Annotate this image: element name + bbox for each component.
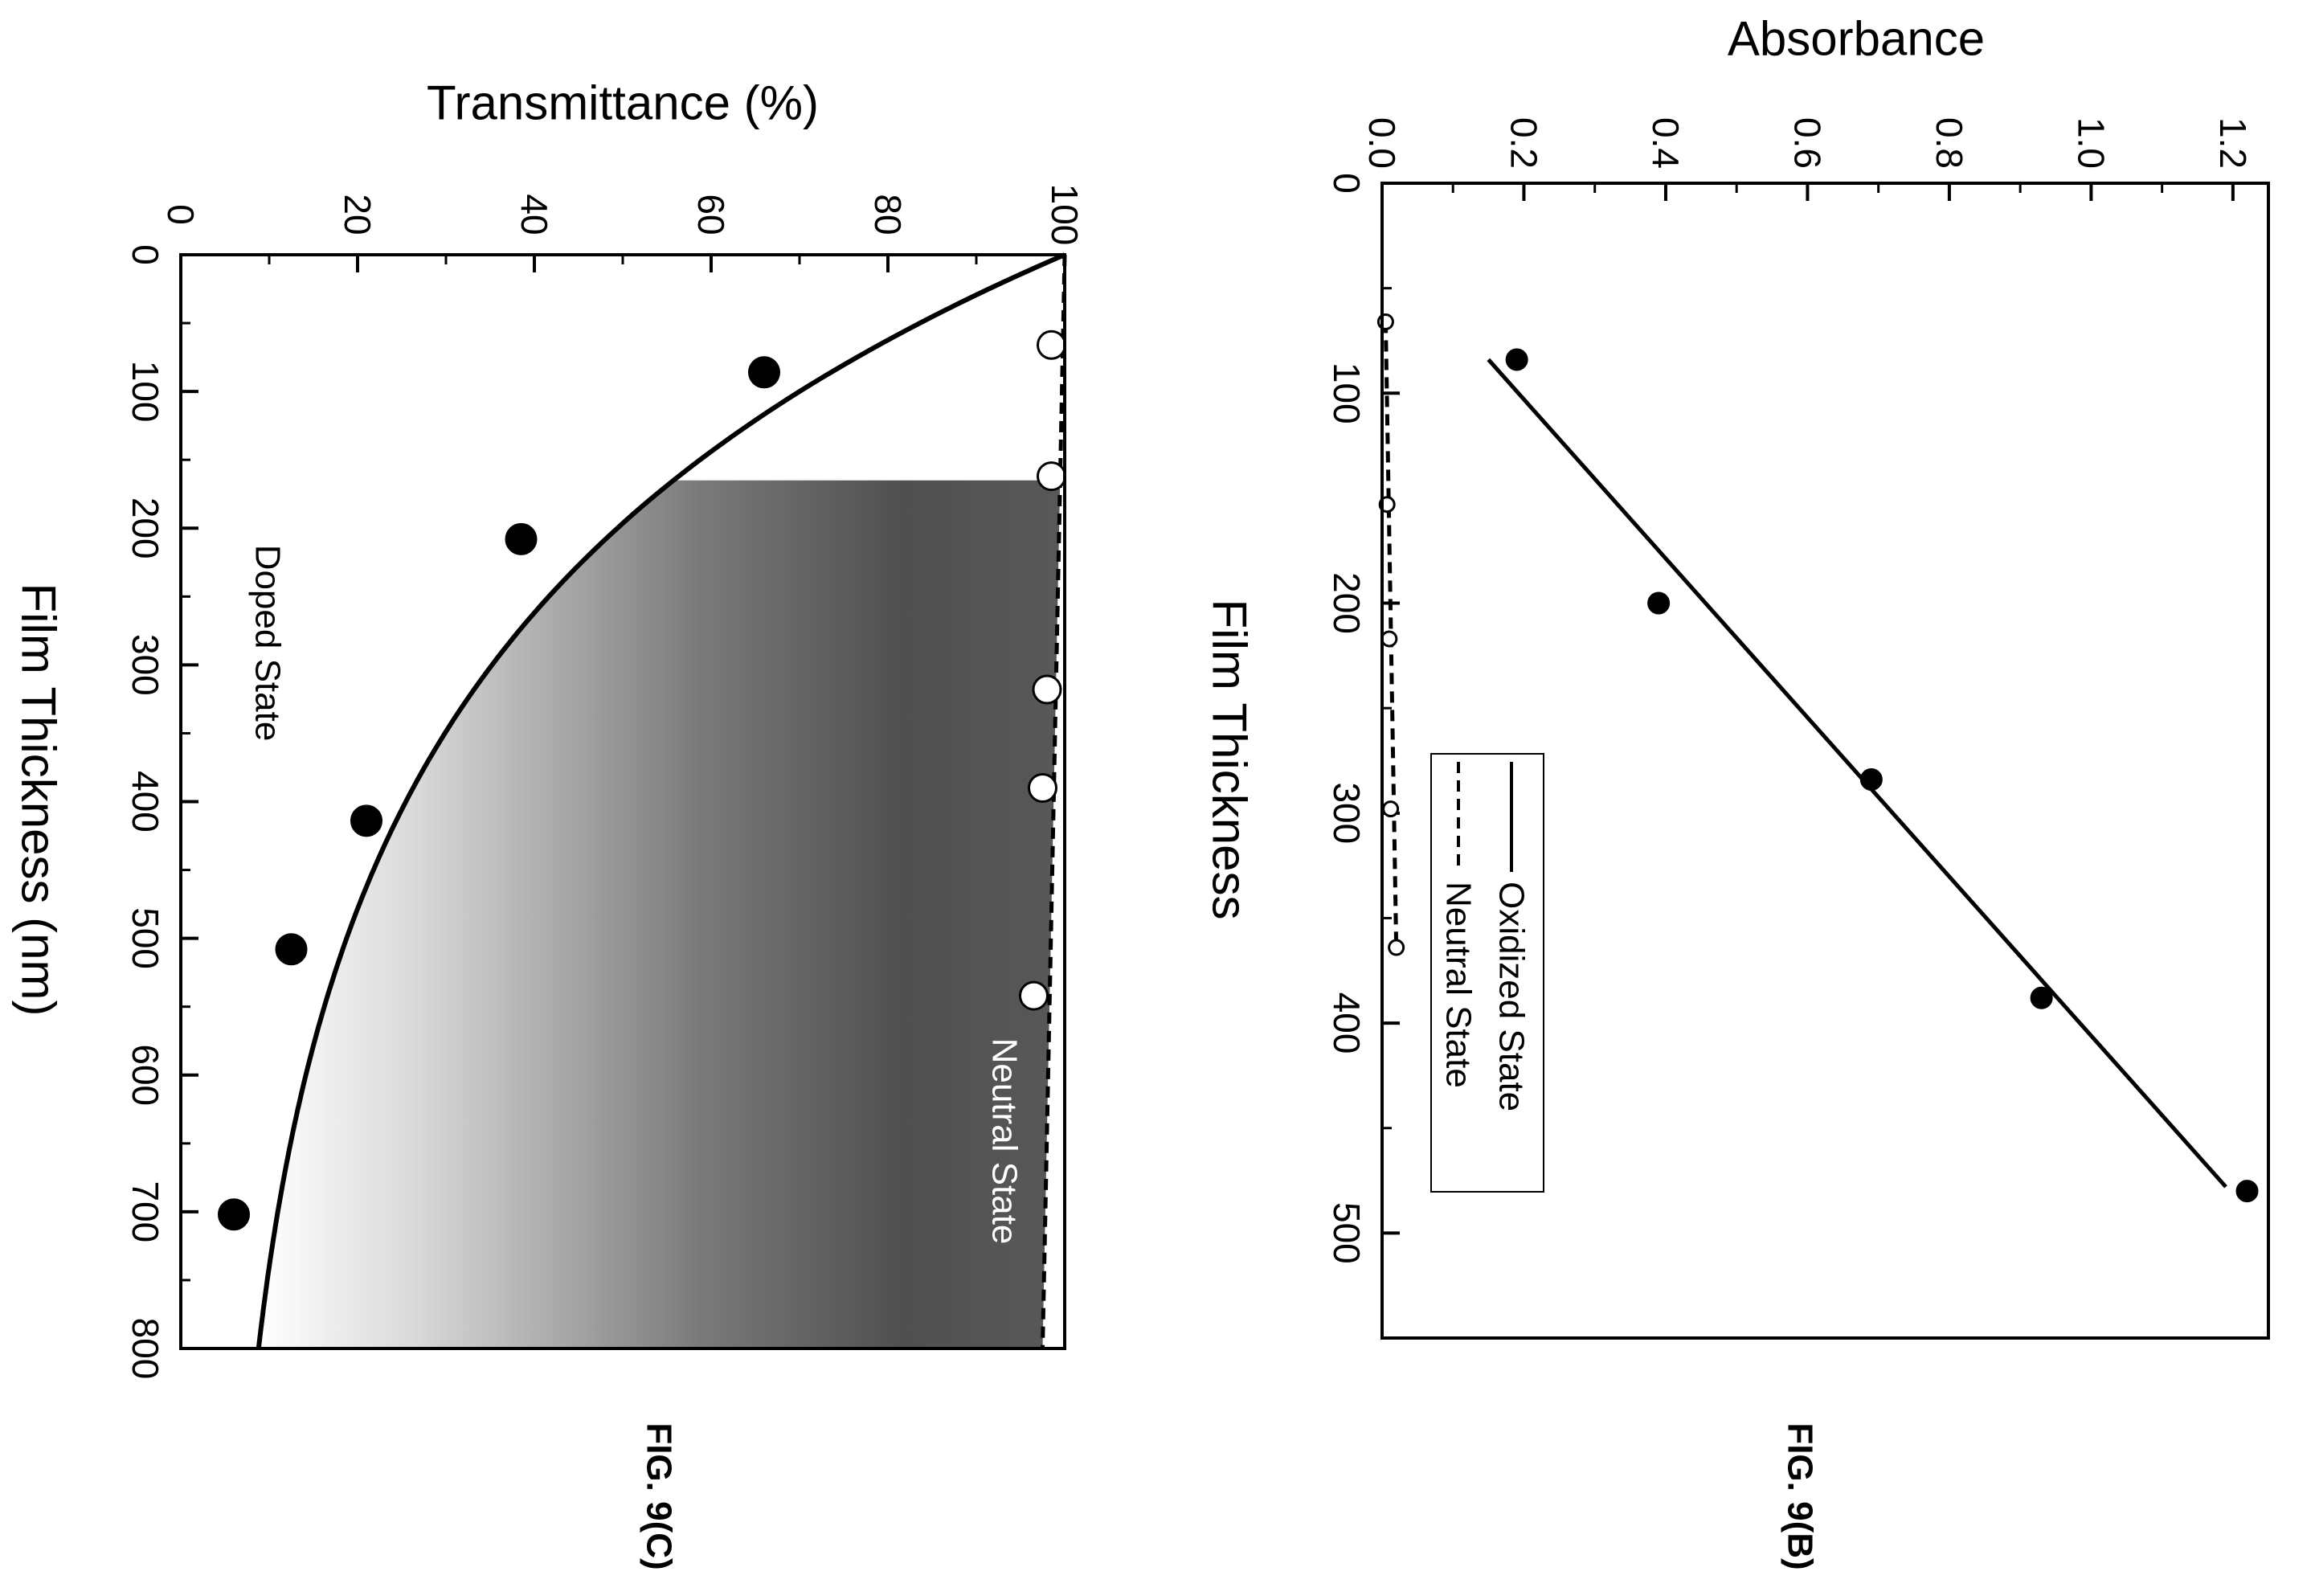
x-tick-label: 0 xyxy=(1326,173,1368,194)
data-point-doped-state xyxy=(748,356,780,389)
data-point-neutral-state xyxy=(1019,980,1049,1011)
y-tick-label: 1.2 xyxy=(2212,117,2254,169)
x-tick-label: 800 xyxy=(125,1318,166,1380)
y-tick-label: 0.0 xyxy=(1361,117,1403,169)
x-tick-label: 100 xyxy=(125,361,166,423)
y-tick-label: 40 xyxy=(513,194,555,235)
y-tick-label: 0.6 xyxy=(1786,117,1828,169)
legend-label-oxidized: Oxidized State xyxy=(1492,882,1532,1111)
figure-label-9c: FIG. 9(C) xyxy=(640,1422,679,1569)
x-tick-label: 700 xyxy=(125,1181,166,1243)
data-point-neutral-state xyxy=(1382,800,1400,818)
data-point-neutral-state xyxy=(1028,772,1057,803)
data-point-oxidized-state xyxy=(1505,348,1528,371)
data-point-oxidized-state xyxy=(1859,768,1883,792)
doped-state-shading xyxy=(258,480,1061,1349)
transmittance-x-axis-title: Film Thickness (nm) xyxy=(12,583,66,1017)
x-tick-label: 600 xyxy=(125,1044,166,1106)
annotation-doped-state: Doped State xyxy=(248,545,288,742)
y-tick-label: 0.8 xyxy=(1928,117,1970,169)
chart-absorbance: 0 100 200 300 400 500 0.0 0.2 0.4 0.6 0.8 1.0 1.2 Ox… xyxy=(1203,12,2270,1570)
fit-curve-doped xyxy=(256,252,1066,1349)
fit-line-primary xyxy=(1487,358,2227,1189)
y-tick-label: 60 xyxy=(690,194,732,235)
data-point-neutral-state xyxy=(1037,461,1066,492)
x-tick-label: 0 xyxy=(125,244,166,265)
fit-line-secondary xyxy=(1041,254,1067,1349)
transmittance-axis-ticks: 0 100 200 300 400 500 600 700 800 0 20 40 60 80 100 xyxy=(125,184,1086,1380)
chart-transmittance: 0 100 200 300 400 500 600 700 800 0 20 40 60 80 100 Do… xyxy=(12,76,1086,1570)
y-tick-label: 0.2 xyxy=(1503,117,1544,169)
y-tick-label: 0 xyxy=(160,204,202,225)
x-tick-label: 500 xyxy=(125,907,166,969)
annotation-neutral-state: Neutral State xyxy=(985,1038,1025,1245)
y-tick-label: 20 xyxy=(337,194,378,235)
x-tick-label: 200 xyxy=(125,497,166,559)
absorbance-y-axis-title: Absorbance xyxy=(1728,12,1985,66)
y-tick-label: 0.4 xyxy=(1645,117,1687,169)
fit-line-secondary xyxy=(1383,321,1399,948)
y-tick-label: 1.0 xyxy=(2070,117,2112,169)
data-point-neutral-state xyxy=(1037,329,1066,360)
data-point-doped-state xyxy=(218,1198,250,1231)
data-point-oxidized-state xyxy=(2030,986,2053,1009)
data-point-neutral-state xyxy=(1388,939,1405,956)
legend-label-neutral: Neutral State xyxy=(1439,882,1479,1088)
x-tick-label: 300 xyxy=(125,634,166,696)
absorbance-plot-frame xyxy=(1380,182,2270,1340)
x-tick-label: 200 xyxy=(1326,572,1368,634)
x-tick-label: 400 xyxy=(1326,992,1368,1054)
absorbance-x-axis-title: Film Thickness xyxy=(1203,600,1257,920)
data-point-neutral-state xyxy=(1380,630,1398,648)
data-point-doped-state xyxy=(275,933,308,966)
data-point-doped-state xyxy=(505,522,538,555)
transmittance-plot-frame xyxy=(179,253,1066,1350)
data-point-neutral-state xyxy=(1032,674,1062,705)
x-tick-label: 300 xyxy=(1326,782,1368,844)
transmittance-y-axis-title: Transmittance (%) xyxy=(427,76,819,130)
legend-box xyxy=(1430,753,1544,1193)
x-tick-label: 100 xyxy=(1326,362,1368,424)
y-tick-label: 100 xyxy=(1044,184,1086,246)
data-point-oxidized-state xyxy=(1647,591,1671,615)
absorbance-axis-ticks: 0 100 200 300 400 500 0.0 0.2 0.4 0.6 0.8 1.0 1.2 xyxy=(1326,117,2254,1264)
x-tick-label: 400 xyxy=(125,771,166,833)
data-point-oxidized-state xyxy=(2235,1180,2259,1203)
data-point-doped-state xyxy=(350,804,382,837)
figure-label-9b: FIG. 9(B) xyxy=(1781,1422,1820,1569)
x-tick-label: 500 xyxy=(1326,1202,1368,1264)
transmittance-data xyxy=(218,252,1067,1349)
y-tick-label: 80 xyxy=(867,194,909,235)
absorbance-legend: Oxidized State Neutral State xyxy=(1430,753,1544,1193)
